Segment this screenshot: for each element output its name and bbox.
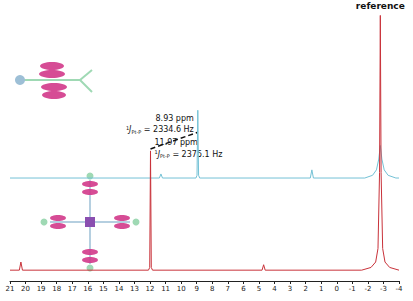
- svg-text:Pt-P: Pt-P: [160, 153, 170, 159]
- svg-text:9: 9: [194, 285, 198, 293]
- svg-text:16: 16: [83, 285, 92, 293]
- svg-text:2: 2: [303, 285, 307, 293]
- svg-text:3: 3: [288, 285, 292, 293]
- svg-text:4: 4: [272, 285, 277, 293]
- svg-text:-2: -2: [364, 285, 371, 293]
- svg-text:8.93 ppm: 8.93 ppm: [155, 114, 194, 123]
- svg-text:= 2334.6 Hz: = 2334.6 Hz: [141, 125, 194, 134]
- svg-text:10: 10: [177, 285, 186, 293]
- svg-text:1: 1: [319, 285, 323, 293]
- svg-text:5: 5: [257, 285, 261, 293]
- svg-text:19: 19: [37, 285, 46, 293]
- svg-text:13: 13: [130, 285, 139, 293]
- svg-text:11: 11: [161, 285, 170, 293]
- svg-text:1: 1: [126, 125, 129, 131]
- svg-text:12: 12: [146, 285, 155, 293]
- svg-text:reference: reference: [356, 1, 405, 11]
- svg-text:8: 8: [210, 285, 214, 293]
- svg-text:-3: -3: [380, 285, 387, 293]
- html-text:1J: 1J: [154, 149, 160, 159]
- svg-text:0: 0: [335, 285, 339, 293]
- svg-text:11.97 ppm: 11.97 ppm: [154, 138, 198, 148]
- svg-text:Pt-P: Pt-P: [131, 129, 141, 135]
- svg-text:-1: -1: [349, 285, 356, 293]
- svg-text:-4: -4: [396, 285, 404, 293]
- svg-text:21: 21: [6, 285, 15, 293]
- svg-text:15: 15: [99, 285, 108, 293]
- svg-text:17: 17: [68, 285, 77, 293]
- svg-text:= 2375.1 Hz: = 2375.1 Hz: [170, 150, 223, 159]
- svg-text:J: J: [129, 125, 132, 135]
- svg-text:6: 6: [241, 285, 246, 293]
- svg-text:7: 7: [226, 285, 230, 293]
- svg-text:18: 18: [52, 285, 61, 293]
- svg-text:14: 14: [114, 285, 123, 293]
- svg-text:20: 20: [21, 285, 30, 293]
